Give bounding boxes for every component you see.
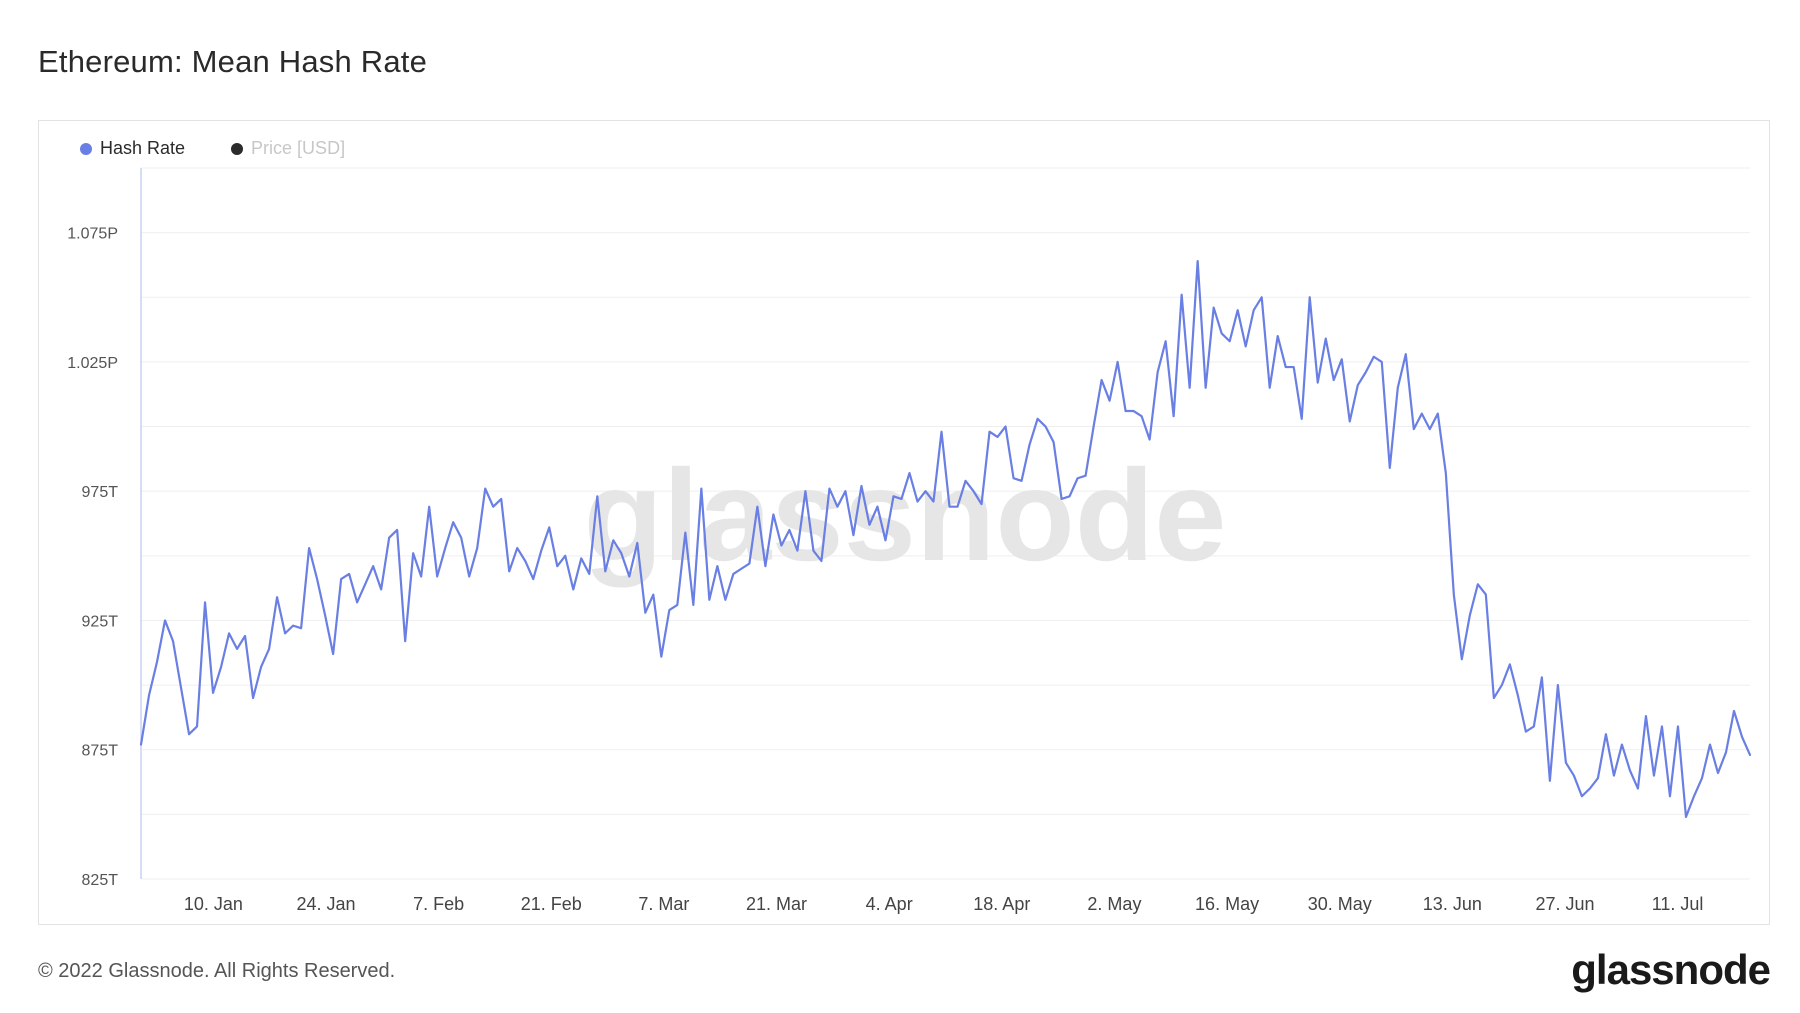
page-title: Ethereum: Mean Hash Rate [38, 44, 428, 79]
legend-item-price[interactable]: Price [USD] [231, 138, 345, 159]
legend-label-price: Price [USD] [251, 138, 346, 158]
chart-frame [38, 120, 1770, 925]
chart-legend: Hash Rate Price [USD] [80, 138, 345, 159]
glassnode-logo[interactable]: glassnode [1571, 946, 1771, 993]
legend-dot-hash-rate [80, 142, 92, 155]
legend-dot-price [231, 142, 244, 155]
legend-item-hash-rate[interactable]: Hash Rate [80, 138, 185, 159]
copyright-text: © 2022 Glassnode. All Rights Reserved. [38, 960, 396, 982]
legend-label-hash-rate: Hash Rate [100, 138, 186, 158]
